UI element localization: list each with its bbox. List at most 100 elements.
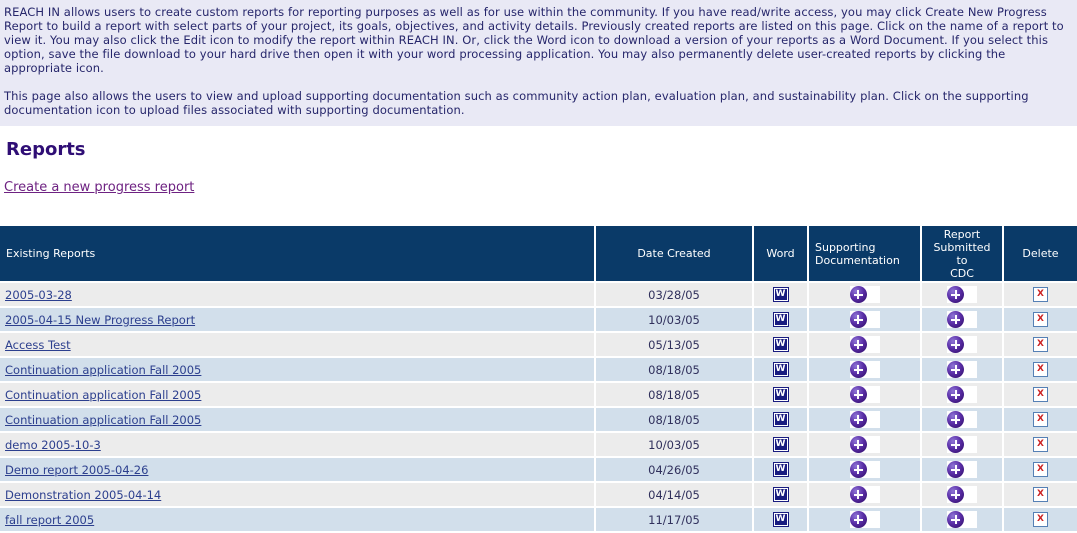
intro-paragraph-2: This page also allows the users to view … [4, 89, 1029, 117]
delete-x-icon[interactable]: X [1033, 337, 1048, 352]
report-submitted-cdc-cell [921, 332, 1004, 358]
report-name-link[interactable]: fall report 2005 [5, 512, 95, 527]
supporting-documentation-upload-icon[interactable] [849, 336, 880, 353]
report-submitted-cdc-icon[interactable] [947, 436, 977, 453]
word-document-icon[interactable]: W [772, 412, 789, 427]
report-name-link[interactable]: Continuation application Fall 2005 [5, 362, 202, 377]
word-document-icon[interactable]: W [772, 337, 789, 352]
delete-x-icon[interactable]: X [1033, 412, 1048, 427]
report-name-link[interactable]: Continuation application Fall 2005 [5, 412, 202, 427]
supporting-documentation-cell [808, 382, 922, 408]
plus-sphere-icon [947, 486, 964, 503]
report-name-cell: 2005-03-28 [0, 282, 596, 308]
plus-sphere-icon [947, 286, 964, 303]
word-icon-letter: W [775, 489, 786, 499]
word-document-icon[interactable]: W [772, 487, 789, 502]
plus-sphere-icon [849, 386, 867, 403]
supporting-documentation-cell [808, 457, 922, 483]
supporting-documentation-cell [808, 407, 922, 433]
supporting-documentation-upload-icon[interactable] [849, 436, 880, 453]
delete-cell: X [1003, 482, 1077, 508]
plus-sphere-icon [849, 336, 867, 353]
word-cell: W [753, 407, 809, 433]
supporting-documentation-upload-icon[interactable] [849, 411, 880, 428]
delete-x-icon[interactable]: X [1033, 512, 1048, 527]
supporting-documentation-upload-icon[interactable] [849, 486, 880, 503]
table-row: Continuation application Fall 2005 08/18… [0, 357, 1077, 383]
word-icon-letter: W [775, 439, 786, 449]
report-submitted-cdc-icon[interactable] [947, 336, 977, 353]
table-row: fall report 2005 11/17/05 W X [0, 507, 1077, 533]
report-name-link[interactable]: demo 2005-10-3 [5, 437, 101, 452]
word-document-icon[interactable]: W [772, 312, 789, 327]
report-name-cell: Continuation application Fall 2005 [0, 407, 596, 433]
date-created-cell: 11/17/05 [595, 507, 754, 533]
supporting-documentation-cell [808, 307, 922, 333]
column-header-word: Word [753, 226, 809, 283]
report-name-link[interactable]: 2005-04-15 New Progress Report [5, 312, 196, 327]
report-name-link[interactable]: Access Test [5, 337, 71, 352]
delete-x-icon[interactable]: X [1033, 387, 1048, 402]
supporting-documentation-upload-icon[interactable] [849, 386, 880, 403]
column-header-delete: Delete [1003, 226, 1077, 283]
supporting-documentation-upload-icon[interactable] [849, 461, 880, 478]
plus-sphere-icon [947, 336, 964, 353]
report-submitted-cdc-icon[interactable] [947, 461, 977, 478]
word-document-icon[interactable]: W [772, 287, 789, 302]
report-name-link[interactable]: Demo report 2005-04-26 [5, 462, 149, 477]
plus-sphere-icon [947, 361, 964, 378]
report-submitted-cdc-icon[interactable] [947, 486, 977, 503]
delete-x-icon[interactable]: X [1033, 437, 1048, 452]
date-created-cell: 10/03/05 [595, 307, 754, 333]
report-name-link[interactable]: Demonstration 2005-04-14 [5, 487, 162, 502]
report-submitted-cdc-icon[interactable] [947, 386, 977, 403]
word-icon-letter: W [775, 339, 786, 349]
delete-x-icon[interactable]: X [1033, 487, 1048, 502]
report-submitted-cdc-icon[interactable] [947, 286, 977, 303]
intro-paragraph-1: REACH IN allows users to create custom r… [4, 5, 1064, 75]
table-header-row: Existing Reports Date Created Word Suppo… [0, 226, 1077, 283]
create-progress-report-link[interactable]: Create a new progress report [4, 180, 195, 195]
word-document-icon[interactable]: W [772, 512, 789, 527]
delete-x-icon[interactable]: X [1033, 312, 1048, 327]
delete-x-icon[interactable]: X [1033, 462, 1048, 477]
date-created-cell: 04/26/05 [595, 457, 754, 483]
report-name-cell: Demo report 2005-04-26 [0, 457, 596, 483]
report-name-link[interactable]: 2005-03-28 [5, 287, 72, 302]
table-row: Access Test 05/13/05 W X [0, 332, 1077, 358]
report-name-cell: Continuation application Fall 2005 [0, 357, 596, 383]
word-document-icon[interactable]: W [772, 437, 789, 452]
report-submitted-cdc-cell [921, 482, 1004, 508]
word-icon-letter: W [775, 464, 786, 474]
plus-sphere-icon [947, 511, 964, 528]
delete-cell: X [1003, 407, 1077, 433]
delete-x-icon[interactable]: X [1033, 287, 1048, 302]
report-name-cell: demo 2005-10-3 [0, 432, 596, 458]
date-created-cell: 10/03/05 [595, 432, 754, 458]
table-row: Demonstration 2005-04-14 04/14/05 W X [0, 482, 1077, 508]
word-document-icon[interactable]: W [772, 362, 789, 377]
report-name-link[interactable]: Continuation application Fall 2005 [5, 387, 202, 402]
date-created-cell: 08/18/05 [595, 382, 754, 408]
supporting-documentation-upload-icon[interactable] [849, 361, 880, 378]
delete-cell: X [1003, 507, 1077, 533]
word-icon-letter: W [775, 364, 786, 374]
supporting-documentation-upload-icon[interactable] [849, 311, 880, 328]
reports-table-body: 2005-03-28 03/28/05 W X 2005-04-15 New P… [0, 282, 1077, 533]
date-created-cell: 05/13/05 [595, 332, 754, 358]
delete-x-icon[interactable]: X [1033, 362, 1048, 377]
report-submitted-cdc-icon[interactable] [947, 411, 977, 428]
supporting-documentation-upload-icon[interactable] [849, 511, 880, 528]
word-cell: W [753, 432, 809, 458]
column-header-supporting-documentation: Supporting Documentation [808, 226, 922, 283]
delete-cell: X [1003, 282, 1077, 308]
report-submitted-cdc-icon[interactable] [947, 361, 977, 378]
report-submitted-cdc-icon[interactable] [947, 511, 977, 528]
supporting-documentation-upload-icon[interactable] [849, 286, 880, 303]
supporting-documentation-cell [808, 507, 922, 533]
word-document-icon[interactable]: W [772, 387, 789, 402]
report-submitted-cdc-cell [921, 307, 1004, 333]
word-document-icon[interactable]: W [772, 462, 789, 477]
report-submitted-cdc-icon[interactable] [947, 311, 977, 328]
word-cell: W [753, 482, 809, 508]
